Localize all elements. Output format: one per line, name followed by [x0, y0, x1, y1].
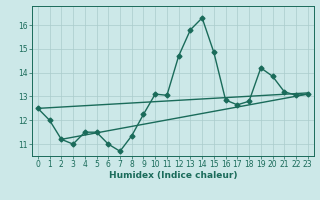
X-axis label: Humidex (Indice chaleur): Humidex (Indice chaleur): [108, 171, 237, 180]
